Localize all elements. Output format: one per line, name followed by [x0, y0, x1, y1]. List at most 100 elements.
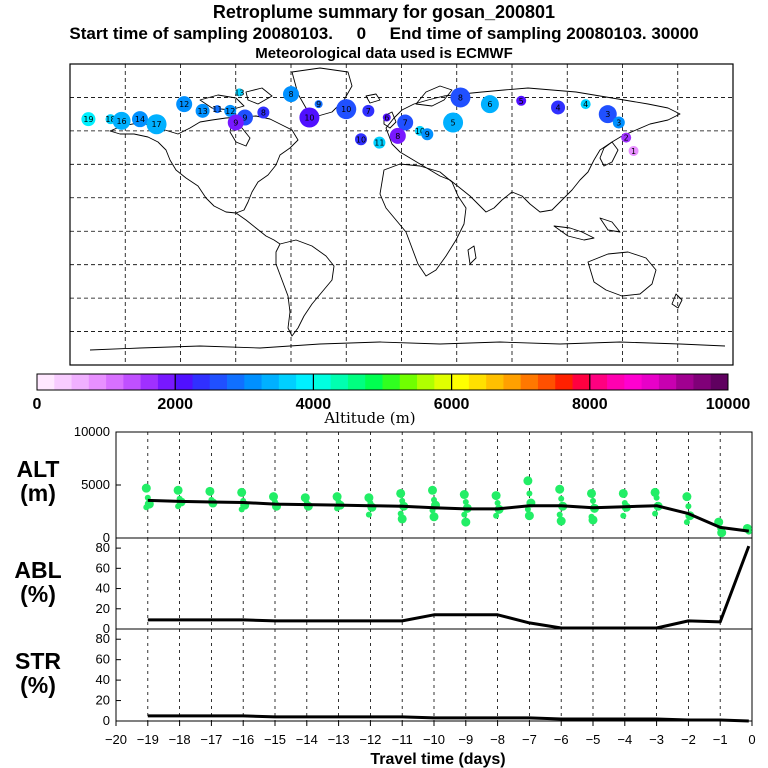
y-tick-label: 80 — [96, 631, 110, 646]
panel-alt: 0 5000 10000 ALT(m) — [16, 424, 753, 545]
altitude-scatter-point — [175, 503, 182, 510]
colorbar-swatch — [417, 374, 435, 390]
coast-south-america — [275, 239, 335, 337]
altitude-scatter-point — [556, 516, 566, 526]
coast-indonesia — [553, 217, 621, 241]
altitude-scatter-point — [682, 492, 692, 502]
trajectory-point-label: 10 — [304, 114, 314, 123]
altitude-scatter-point — [491, 491, 501, 501]
time-series-panels: 0500010000ALT(m)020406080ABL(%)020406080… — [14, 424, 755, 768]
series-line-abl — [147, 545, 751, 630]
trajectory-point-label: 10 — [415, 127, 425, 136]
trajectory-point-label: 1 — [631, 147, 636, 156]
trajectory-point-label: 4 — [583, 100, 588, 109]
met-data-source: Meteorological data used is ECMWF — [255, 45, 513, 62]
trajectory-point — [299, 107, 320, 128]
altitude-scatter-point — [303, 501, 313, 511]
x-tick-label: −8 — [490, 732, 505, 747]
altitude-scatter-point — [683, 519, 690, 526]
trajectory-point-label: 11 — [374, 139, 384, 148]
colorbar-swatch — [572, 374, 591, 390]
altitude-scatter-point — [332, 492, 342, 502]
colorbar-swatch — [607, 374, 625, 390]
trajectory-point-label: 2 — [624, 134, 629, 143]
trajectory-point — [421, 128, 434, 141]
altitude-scatter-point — [396, 488, 406, 498]
trajectory-point — [373, 136, 386, 149]
x-tick-label: −18 — [169, 732, 191, 747]
colorbar-swatch — [589, 374, 608, 390]
trajectory-point-label: 9 — [425, 130, 430, 139]
trajectory-point-label: 3 — [605, 110, 610, 119]
colorbar-swatch — [382, 374, 401, 390]
colorbar-swatch — [175, 374, 193, 390]
altitude-scatter-point — [555, 484, 565, 494]
trajectory-point — [336, 99, 357, 120]
panel-unit-alt: (m) — [20, 480, 56, 506]
x-tick-label: 0 — [748, 732, 755, 747]
altitude-scatter-point — [587, 488, 596, 498]
altitude-scatter-point — [558, 495, 565, 502]
colorbar-swatch — [140, 374, 159, 390]
altitude-scatter-point — [620, 512, 627, 519]
altitude-scatter-point — [237, 487, 247, 497]
altitude-scatter-point — [526, 490, 533, 497]
x-tick-label: −6 — [554, 732, 569, 747]
panel-label-abl: ABL — [14, 557, 61, 583]
altitude-scatter-point — [523, 476, 533, 486]
coast-africa — [379, 163, 467, 277]
trajectory-point-label: 4 — [555, 103, 560, 112]
x-tick-label: −20 — [105, 732, 127, 747]
panel-label-alt: ALT — [16, 456, 59, 482]
trajectory-point — [176, 96, 193, 113]
trajectory-point — [382, 113, 391, 122]
trajectory-point-label: 7 — [403, 119, 408, 128]
colorbar-swatch — [503, 374, 522, 390]
trajectory-point-label: 5 — [451, 119, 456, 128]
colorbar-swatch — [641, 374, 660, 390]
coastlines — [89, 67, 726, 351]
trajectory-point-label: 8 — [458, 93, 463, 102]
x-axis-label: Travel time (days) — [370, 751, 505, 768]
colorbar-swatch — [192, 374, 211, 390]
y-tick-label: 0 — [103, 530, 110, 545]
colorbar-swatch — [624, 374, 643, 390]
trajectory-point — [397, 114, 414, 131]
colorbar-swatch — [227, 374, 245, 390]
altitude-scatter-point — [494, 500, 501, 507]
trajectory-point-label: 8 — [395, 132, 400, 141]
chart-title: Retroplume summary for gosan_200801 — [212, 2, 556, 22]
trajectory-point-label: 12 — [225, 107, 235, 116]
coast-antarctica — [89, 341, 726, 351]
x-tick-label: −5 — [586, 732, 601, 747]
altitude-scatter-point — [429, 512, 439, 522]
trajectory-point-label: 18 — [105, 115, 115, 124]
trajectory-point-label: 9 — [242, 114, 247, 123]
panel-unit-abl: (%) — [20, 581, 56, 607]
trajectory-point — [81, 112, 96, 127]
altitude-scatter-point — [588, 515, 598, 525]
colorbar-tick-label: 4000 — [296, 396, 332, 413]
series-line-alt — [147, 498, 749, 533]
colorbar-tick-label: 10000 — [706, 396, 751, 413]
trajectory-point — [131, 111, 148, 128]
series-line-str — [147, 714, 749, 723]
trajectory-point-label: 7 — [366, 107, 371, 116]
coast-arctic-islands — [199, 87, 273, 111]
colorbar-swatch — [693, 374, 712, 390]
x-tick-label: −7 — [522, 732, 537, 747]
trajectory-point — [283, 86, 299, 103]
colorbar-swatch — [710, 374, 729, 390]
colorbar-axis-label: Altitude (m) — [323, 409, 415, 427]
coast-iceland — [365, 93, 381, 104]
altitude-scatter-point — [459, 490, 469, 500]
trajectory-point-label: 14 — [135, 115, 145, 124]
x-tick-label: −13 — [328, 732, 350, 747]
colorbar-swatch — [278, 374, 297, 390]
x-tick-label: −4 — [617, 732, 632, 747]
colorbar-swatch — [71, 374, 90, 390]
y-tick-label: 20 — [96, 601, 110, 616]
altitude-colorbar: 0 2000 4000 6000 8000 10000 Altitude (m) — [33, 373, 751, 427]
altitude-scatter-point — [618, 488, 628, 498]
trajectory-point-label: 9 — [316, 100, 321, 109]
